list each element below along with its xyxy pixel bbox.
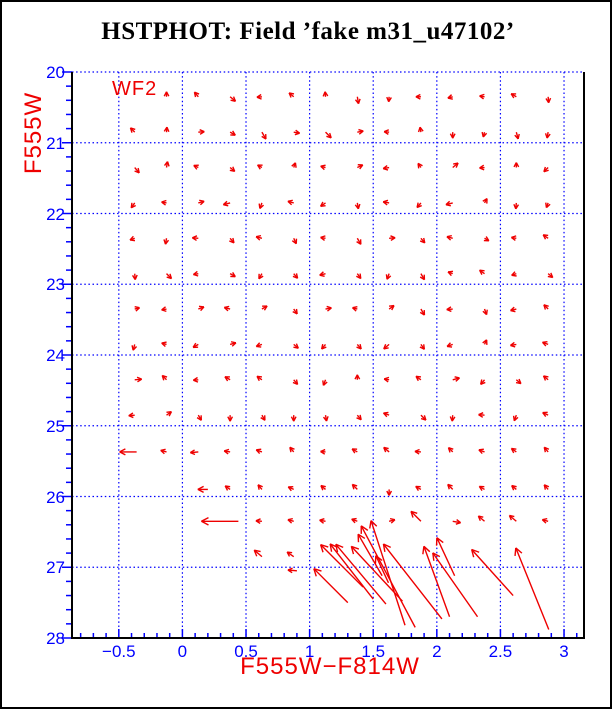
plot-frame bbox=[71, 72, 585, 639]
camera-chip-label: WF2 bbox=[112, 78, 158, 100]
gridlines bbox=[72, 71, 584, 638]
bias-vector-arrows bbox=[119, 91, 554, 630]
x-tick-label: 1.5 bbox=[361, 642, 386, 661]
y-tick-label: 26 bbox=[46, 487, 65, 507]
y-tick-label: 24 bbox=[46, 346, 65, 365]
y-tick-label: 22 bbox=[46, 204, 65, 224]
x-axis-title: F555W−F814W bbox=[240, 653, 420, 680]
x-tick-label: 0 bbox=[177, 642, 188, 661]
y-tick-label: 20 bbox=[46, 63, 65, 82]
x-tick-label: 3 bbox=[559, 642, 569, 661]
x-tick-label: 0.5 bbox=[234, 642, 258, 661]
page-title: HSTPHOT: Field ’fake m31_u47102’ bbox=[101, 18, 515, 45]
y-tick-label: 23 bbox=[46, 275, 65, 295]
x-tick-label: −0.5 bbox=[102, 642, 136, 661]
x-tick-label: 2.5 bbox=[488, 642, 513, 661]
y-tick-label: 25 bbox=[46, 416, 65, 436]
y-tick-label: 27 bbox=[46, 558, 65, 578]
y-tick-label: 21 bbox=[46, 133, 65, 153]
x-tick-label: 1 bbox=[304, 642, 315, 661]
y-tick-label: 28 bbox=[46, 629, 65, 648]
x-tick-label: 2 bbox=[432, 642, 442, 661]
